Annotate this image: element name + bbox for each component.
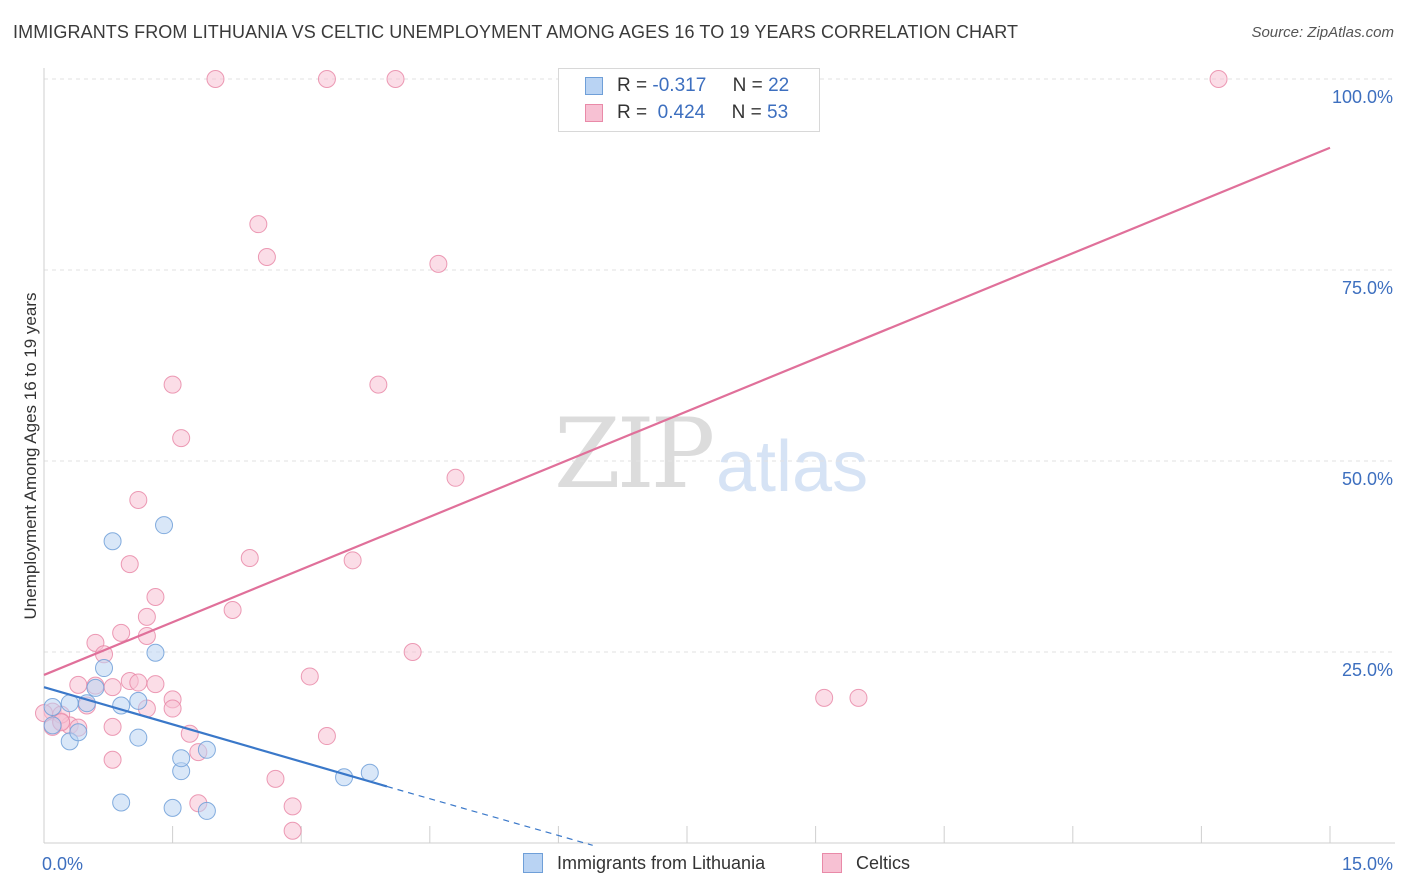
- celtics-point: [223, 600, 242, 619]
- celtics-point: [146, 675, 165, 694]
- celtics-point: [240, 549, 259, 568]
- celtics-point: [386, 70, 405, 88]
- celtics-point: [129, 490, 148, 509]
- celtics-point: [206, 70, 225, 88]
- celtics-point: [103, 717, 122, 736]
- r-value: 0.424: [652, 102, 706, 123]
- celtics-point: [257, 248, 276, 267]
- celtics-point: [300, 667, 319, 686]
- celtics-point: [120, 555, 139, 574]
- lithuania-point: [103, 532, 122, 551]
- r-label: R =: [617, 102, 648, 123]
- celtics-point: [129, 673, 148, 692]
- celtics-point: [112, 623, 131, 642]
- celtics-point: [137, 607, 156, 626]
- pink-swatch: [585, 104, 603, 122]
- chart-title: IMMIGRANTS FROM LITHUANIA VS CELTIC UNEM…: [13, 22, 1019, 42]
- celtics-point: [103, 750, 122, 769]
- celtics-point: [266, 769, 285, 788]
- celtics-point: [317, 70, 336, 88]
- blue-swatch: [523, 853, 543, 873]
- celtics-point: [146, 587, 165, 606]
- blue-swatch: [585, 77, 603, 95]
- celtics-point: [249, 215, 268, 234]
- source-label: Source: ZipAtlas.com: [1251, 24, 1394, 41]
- celtics-point: [429, 254, 448, 273]
- celtics-point: [815, 688, 834, 707]
- stats-legend: R = -0.317 N = 22 R = 0.424 N = 53: [558, 68, 820, 132]
- y-tick-label: 100.0%: [1332, 87, 1393, 107]
- lithuania-point: [163, 798, 182, 817]
- lithuania-point: [112, 793, 131, 812]
- legend-label-lithuania: Immigrants from Lithuania: [557, 853, 766, 873]
- y-tick-label: 75.0%: [1342, 278, 1393, 298]
- r-label: R =: [617, 75, 648, 96]
- lithuania-point: [129, 691, 148, 710]
- celtics-trend-line: [43, 146, 1331, 676]
- celtics-point: [163, 375, 182, 394]
- celtics-point: [849, 688, 868, 707]
- lithuania-point: [146, 643, 165, 662]
- celtics-point: [163, 699, 182, 718]
- lithuania-point: [43, 698, 62, 717]
- legend-label-celtics: Celtics: [856, 853, 911, 873]
- n-label: N =: [731, 102, 762, 123]
- lithuania-point: [43, 716, 62, 735]
- lithuania-point: [129, 728, 148, 747]
- celtics-point: [369, 375, 388, 394]
- y-tick-label: 25.0%: [1342, 660, 1393, 680]
- lithuania-trend-extension: [386, 785, 593, 846]
- n-value: 22: [768, 75, 790, 96]
- celtics-point: [403, 643, 422, 661]
- celtics-point: [317, 727, 336, 746]
- y-tick-label: 50.0%: [1342, 469, 1393, 489]
- celtics-point: [1209, 70, 1228, 88]
- y-axis-label: Unemployment Among Ages 16 to 19 years: [21, 292, 40, 620]
- lithuania-trend-line: [43, 686, 388, 788]
- celtics-point: [283, 821, 302, 840]
- lithuania-point: [172, 749, 191, 768]
- celtics-point: [446, 468, 465, 487]
- celtics-point: [343, 551, 362, 570]
- x-tick-label: 0.0%: [42, 854, 83, 874]
- pink-swatch: [822, 853, 842, 873]
- celtics-point: [69, 675, 88, 694]
- n-label: N =: [732, 75, 763, 96]
- celtics-point: [103, 678, 122, 697]
- lithuania-point: [69, 723, 88, 742]
- x-tick-label: 15.0%: [1342, 854, 1393, 874]
- celtics-point: [172, 429, 191, 448]
- lithuania-point: [95, 659, 114, 678]
- celtics-point: [283, 797, 302, 816]
- n-value: 53: [767, 102, 789, 123]
- watermark-atlas: atlas: [716, 427, 869, 507]
- lithuania-point: [86, 678, 105, 697]
- lithuania-point: [155, 516, 174, 535]
- lithuania-point: [197, 740, 216, 759]
- lithuania-point: [197, 801, 216, 820]
- r-value: -0.317: [652, 75, 707, 96]
